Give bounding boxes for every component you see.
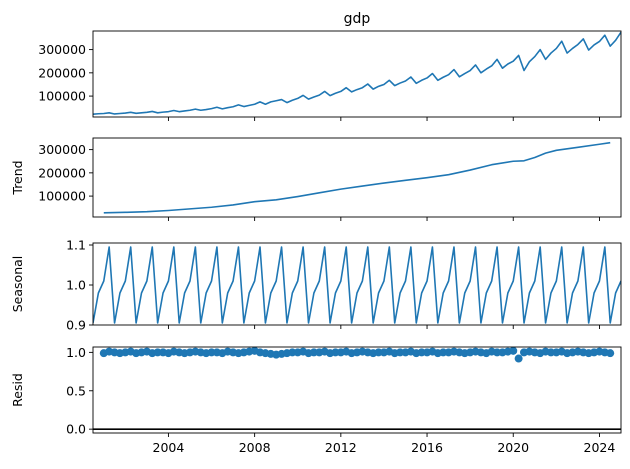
seasonal-ylabel: Seasonal xyxy=(10,256,25,313)
y-tick-label: 100000 xyxy=(38,89,86,104)
resid-data xyxy=(93,347,621,430)
trend-line xyxy=(103,141,611,214)
y-tick-label: 1.1 xyxy=(66,238,86,253)
y-tick-label: 0.9 xyxy=(66,318,86,333)
gdp-data xyxy=(93,31,621,116)
y-tick-label: 200000 xyxy=(38,65,86,80)
x-tick-label: 2008 xyxy=(239,440,271,455)
seasonal-data xyxy=(93,246,621,324)
resid-point xyxy=(514,354,523,363)
gdp-axes-frame xyxy=(92,30,622,118)
resid-axes-frame xyxy=(92,346,622,434)
chart-title: gdp xyxy=(344,11,371,27)
x-tick-label: 2016 xyxy=(411,440,443,455)
panel-seasonal: 0.9 1.0 1.1 Seasonal xyxy=(10,238,622,333)
x-tick-label: 2004 xyxy=(153,440,185,455)
trend-axes-frame xyxy=(92,137,622,218)
y-tick-label: 1.0 xyxy=(66,278,86,293)
resid-ylabel: Resid xyxy=(10,373,25,407)
y-tick-label: 1.0 xyxy=(66,345,86,360)
y-tick-label: 300000 xyxy=(38,142,86,157)
seasonal-line xyxy=(93,246,621,324)
x-tick-label: 2012 xyxy=(325,440,357,455)
trend-data xyxy=(103,141,611,214)
y-tick-label: 100000 xyxy=(38,189,86,204)
panel-resid: 0.0 0.5 1.0 2004 2008 2012 2016 2020 2024 Resid xyxy=(10,345,622,455)
seasonal-axes-frame xyxy=(92,242,622,326)
panel-trend: 100000 200000 300000 Trend xyxy=(10,137,622,221)
resid-point xyxy=(606,349,615,358)
panel-gdp: 100000 200000 300000 gdp xyxy=(38,11,622,121)
gdp-line xyxy=(93,31,621,116)
y-tick-label: 0.5 xyxy=(66,383,86,398)
x-tick-label: 2020 xyxy=(497,440,529,455)
y-tick-label: 300000 xyxy=(38,42,86,57)
y-tick-label: 0.0 xyxy=(66,422,86,437)
y-tick-label: 200000 xyxy=(38,165,86,180)
x-tick-label: 2024 xyxy=(584,440,616,455)
resid-point xyxy=(509,347,518,355)
trend-ylabel: Trend xyxy=(10,160,25,195)
